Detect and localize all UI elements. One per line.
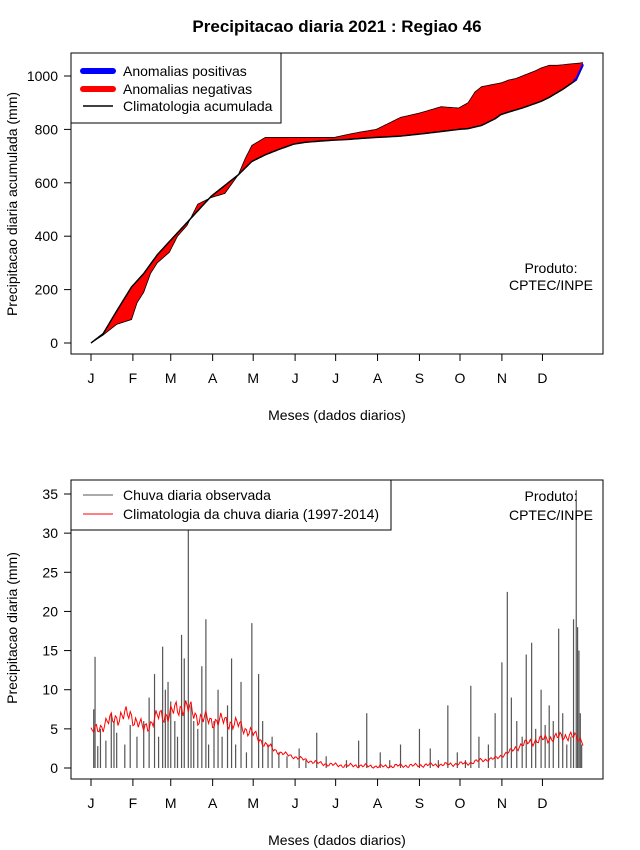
plot-frame <box>70 52 604 355</box>
x-tick-label: M <box>247 795 259 811</box>
y-tick-label: 5 <box>50 721 58 737</box>
x-tick-label: S <box>415 795 424 811</box>
x-tick-label: J <box>332 370 339 386</box>
x-tick-label: O <box>455 370 466 386</box>
x-tick-label: J <box>292 795 299 811</box>
y-tick-label: 400 <box>35 228 59 244</box>
produto-label: Produto: <box>525 260 578 276</box>
y-tick-label: 600 <box>35 175 59 191</box>
chart-title: Precipitacao diaria 2021 : Regiao 46 <box>192 17 481 36</box>
y-tick-label: 10 <box>42 682 58 698</box>
climatology-daily-line <box>90 699 584 769</box>
y-tick-label: 15 <box>42 643 58 659</box>
y-axis: 0 5 10 15 20 25 30 35 <box>42 486 71 776</box>
legend-label-observed: Chuva diaria observada <box>123 487 271 503</box>
daily-panel: 0 5 10 15 20 25 30 35 J F M A M J J A S O N D Precipitacao… <box>4 479 604 848</box>
x-tick-label: M <box>165 370 177 386</box>
y-tick-label: 200 <box>35 282 59 298</box>
legend-label-negative: Anomalias negativas <box>123 81 252 97</box>
x-tick-label: F <box>129 795 138 811</box>
x-axis-label: Meses (dados diarios) <box>268 407 406 423</box>
x-tick-label: F <box>129 370 138 386</box>
observed-cumulative-line <box>90 62 584 344</box>
y-tick-label: 1000 <box>27 68 58 84</box>
y-tick-label: 25 <box>42 564 58 580</box>
x-tick-label: N <box>497 795 507 811</box>
legend-label-climatology: Climatologia da chuva diaria (1997-2014) <box>123 506 379 522</box>
x-tick-label: M <box>165 795 177 811</box>
x-tick-label: J <box>88 795 95 811</box>
x-tick-label: J <box>292 370 299 386</box>
y-tick-label: 20 <box>42 603 58 619</box>
daily-bars <box>93 490 583 768</box>
anomaly-area <box>90 62 584 344</box>
x-tick-label: A <box>373 795 383 811</box>
daily-climatology <box>90 699 584 769</box>
x-tick-label: A <box>373 370 383 386</box>
y-tick-label: 800 <box>35 121 59 137</box>
legend-label-climatology: Climatologia acumulada <box>123 98 273 114</box>
x-tick-label: N <box>497 370 507 386</box>
y-tick-label: 0 <box>50 760 58 776</box>
x-tick-label: J <box>88 370 95 386</box>
legend-box <box>70 479 392 531</box>
x-axis-label: Meses (dados diarios) <box>268 832 406 848</box>
y-tick-label: 35 <box>42 486 58 502</box>
legend: Chuva diaria observada Climatologia da c… <box>70 479 392 531</box>
x-tick-label: D <box>537 795 547 811</box>
x-tick-label: M <box>247 370 259 386</box>
y-tick-label: 0 <box>50 335 58 351</box>
legend-label-positive: Anomalias positivas <box>123 63 247 79</box>
x-tick-label: D <box>537 370 547 386</box>
cumulative-panel: 0 200 400 600 800 1000 J F M A M J J A S O N D Precipita… <box>4 52 604 423</box>
y-axis-label: Precipitacao diaria (mm) <box>4 552 20 704</box>
y-axis-label: Precipitacao diaria acumulada (mm) <box>4 92 20 316</box>
x-tick-label: S <box>415 370 424 386</box>
x-tick-label: O <box>455 795 466 811</box>
x-tick-label: A <box>208 795 218 811</box>
produto-source: CPTEC/INPE <box>509 277 593 293</box>
legend: Anomalias positivas Anomalias negativas … <box>70 52 282 124</box>
negative-anomaly-area <box>91 62 583 343</box>
y-tick-label: 30 <box>42 525 58 541</box>
y-axis: 0 200 400 600 800 1000 <box>27 68 71 351</box>
x-tick-label: J <box>332 795 339 811</box>
climatology-cumulative-line <box>90 65 584 344</box>
produto-source: CPTEC/INPE <box>509 507 593 523</box>
positive-anomaly-segment <box>572 63 584 82</box>
produto-label: Produto: <box>525 488 578 504</box>
x-tick-label: A <box>208 370 218 386</box>
